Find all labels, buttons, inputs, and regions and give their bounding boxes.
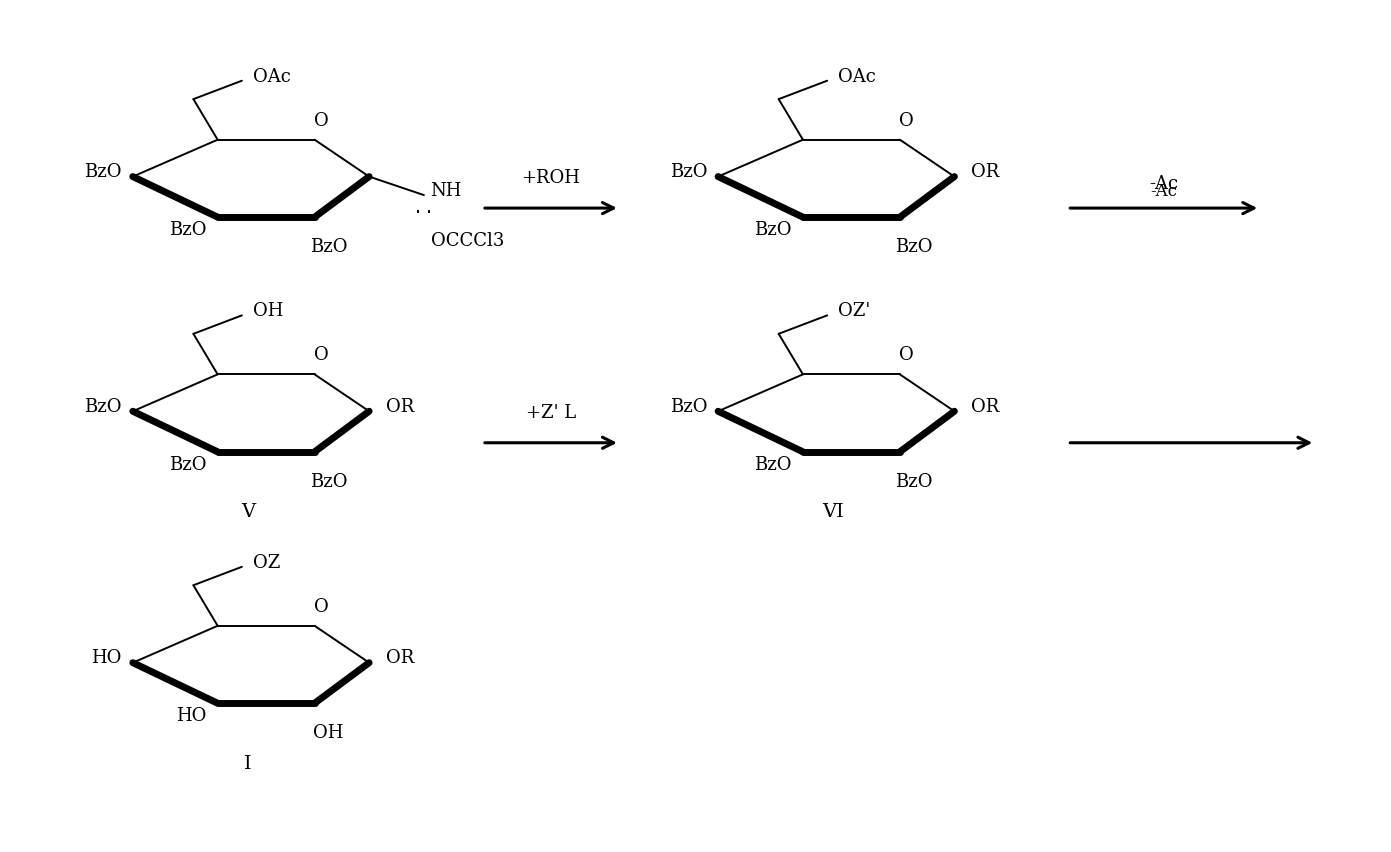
Text: OR: OR [385,649,415,667]
Text: HO: HO [92,649,122,667]
Text: OAc: OAc [253,67,291,85]
Text: O: O [314,598,328,616]
Text: OZ: OZ [253,554,280,572]
Text: OCCCl3: OCCCl3 [431,233,504,250]
Text: I: I [245,755,252,773]
Text: -Ac: -Ac [1150,182,1177,199]
Text: +ROH: +ROH [522,170,580,187]
Text: -Ac: -Ac [1149,175,1178,193]
Text: OR: OR [971,164,999,181]
Text: OAc: OAc [839,67,876,85]
Text: OR: OR [971,398,999,416]
Text: V: V [241,504,255,521]
Text: O: O [900,346,914,365]
Text: BzO: BzO [85,164,122,181]
Text: HO: HO [177,707,207,725]
Text: BzO: BzO [894,473,932,491]
Text: OZ': OZ' [839,302,871,320]
Text: BzO: BzO [310,473,348,491]
Text: OR: OR [385,398,415,416]
Text: BzO: BzO [85,398,122,416]
Text: O: O [900,112,914,130]
Text: OH: OH [253,302,284,320]
Text: BzO: BzO [310,238,348,256]
Text: BzO: BzO [170,456,207,474]
Text: BzO: BzO [754,456,791,474]
Text: BzO: BzO [669,398,707,416]
Text: BzO: BzO [170,222,207,239]
Text: NH: NH [431,181,462,200]
Text: O: O [314,346,328,365]
Text: BzO: BzO [754,222,791,239]
Text: BzO: BzO [894,238,932,256]
Text: +Z' L: +Z' L [526,404,576,422]
Text: OH: OH [313,724,344,742]
Text: VI: VI [822,504,844,521]
Text: O: O [314,112,328,130]
Text: BzO: BzO [669,164,707,181]
